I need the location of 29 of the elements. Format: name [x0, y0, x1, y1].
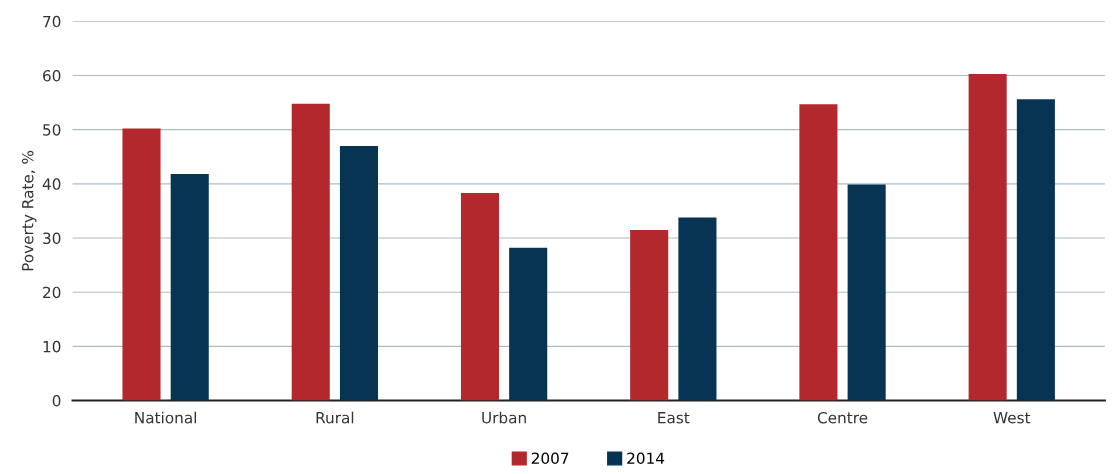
- x-tick-label: Centre: [817, 411, 868, 424]
- bar: [678, 217, 717, 401]
- y-tick-label: 50: [43, 124, 61, 136]
- x-tick-label: National: [135, 411, 197, 424]
- legend-label: 2014: [627, 452, 665, 465]
- bar: [460, 193, 499, 401]
- bar: [122, 128, 161, 401]
- y-tick-label: 70: [43, 15, 61, 28]
- y-tick-label: 20: [43, 286, 61, 299]
- legend-label: 2007: [531, 452, 569, 465]
- y-tick-label: 40: [42, 178, 61, 190]
- y-tick-label: 30: [43, 232, 61, 245]
- bar: [1016, 99, 1055, 401]
- x-tick-label: West: [993, 412, 1031, 424]
- y-tick-label: 60: [43, 69, 61, 82]
- y-axis-title: Poverty Rate, %: [21, 150, 37, 271]
- x-tick-label: Urban: [482, 411, 526, 424]
- y-tick-label: 0: [52, 395, 61, 407]
- bar: [847, 184, 886, 401]
- bar: [630, 229, 669, 401]
- y-tick-label: 10: [43, 340, 61, 353]
- bar: [968, 73, 1007, 401]
- bar: [339, 145, 378, 401]
- x-tick-label: East: [658, 412, 690, 424]
- bar: [170, 174, 209, 401]
- bar: [509, 247, 548, 401]
- bar: [291, 103, 330, 401]
- bar: [799, 104, 838, 401]
- x-tick-label: Rural: [316, 411, 354, 424]
